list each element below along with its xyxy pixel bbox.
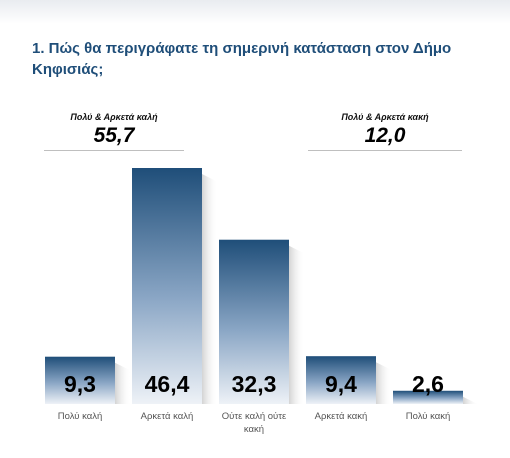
bar-value-label-1: 46,4 [145, 371, 190, 397]
summary-negative-value: 12,0 [364, 124, 406, 147]
bar-value-label-2: 32,3 [232, 371, 277, 397]
summary-negative-divider [308, 150, 462, 151]
bar-value-label-0: 9,3 [64, 371, 96, 397]
category-label-1: Αρκετά καλή [141, 411, 194, 422]
bar-value-label-3: 9,4 [325, 371, 357, 397]
header-fade [0, 0, 510, 24]
category-label-2-line-0: Ούτε καλή ούτε [222, 411, 287, 422]
bar-shadow [463, 396, 479, 405]
bar-shadow [202, 174, 218, 404]
bar-value-label-4: 2,6 [412, 371, 444, 397]
category-label-4: Πολύ κακή [406, 411, 450, 422]
bar-shadow [289, 245, 305, 404]
bar-0 [45, 356, 115, 404]
summary-positive-label: Πολύ & Αρκετά καλή [70, 112, 158, 122]
bar-shadow [115, 362, 131, 404]
chart-title: 1. Πώς θα περιγράφατε τη σημερινή κατάστ… [32, 40, 452, 78]
bar-4 [393, 390, 463, 404]
summary-positive-divider [44, 150, 184, 151]
bar-shadow [376, 362, 392, 404]
category-label-2-line-1: κακή [244, 424, 264, 435]
bar-2 [219, 239, 289, 404]
summary-positive-value: 55,7 [93, 124, 135, 147]
summary-negative: Πολύ & Αρκετά κακή 12,0 [308, 112, 462, 151]
summary-positive: Πολύ & Αρκετά καλή 55,7 [44, 112, 184, 151]
summary-negative-label: Πολύ & Αρκετά κακή [341, 112, 429, 122]
bar-3 [306, 356, 376, 404]
bar-1 [132, 168, 202, 404]
category-label-3: Αρκετά κακή [315, 411, 368, 422]
category-label-0: Πολύ καλή [58, 411, 102, 422]
